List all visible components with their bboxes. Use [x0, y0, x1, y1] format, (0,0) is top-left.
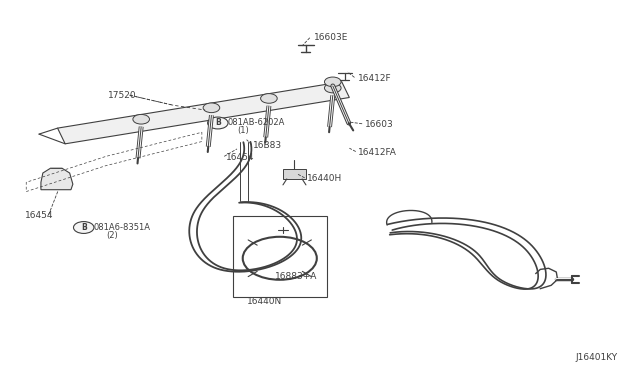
Text: 16603: 16603	[365, 121, 394, 129]
Polygon shape	[41, 168, 73, 190]
Text: 16454: 16454	[25, 211, 54, 220]
Polygon shape	[58, 82, 349, 144]
Circle shape	[207, 117, 228, 129]
Text: 16440H: 16440H	[307, 174, 342, 183]
Circle shape	[260, 94, 277, 103]
Circle shape	[324, 77, 341, 87]
Circle shape	[203, 103, 220, 113]
Text: 16454: 16454	[225, 153, 254, 161]
Bar	[283, 169, 306, 179]
Text: 16603E: 16603E	[314, 33, 348, 42]
Text: 16883+A: 16883+A	[275, 272, 317, 281]
Text: 081A6-8351A: 081A6-8351A	[93, 223, 150, 232]
Text: 081AB-6202A: 081AB-6202A	[227, 119, 285, 128]
Text: J16401KY: J16401KY	[575, 353, 618, 362]
Text: 16412FA: 16412FA	[358, 148, 397, 157]
Bar	[232, 216, 327, 297]
Text: (1): (1)	[237, 126, 249, 135]
Text: 16B83: 16B83	[253, 141, 282, 150]
Text: 16412F: 16412F	[358, 74, 392, 83]
Circle shape	[133, 115, 150, 124]
Text: 17520: 17520	[108, 91, 136, 100]
Text: B: B	[215, 119, 221, 128]
Circle shape	[74, 222, 94, 234]
Circle shape	[324, 83, 341, 93]
Text: B: B	[81, 223, 86, 232]
Text: 16440N: 16440N	[246, 297, 282, 306]
Text: (2): (2)	[106, 231, 118, 240]
